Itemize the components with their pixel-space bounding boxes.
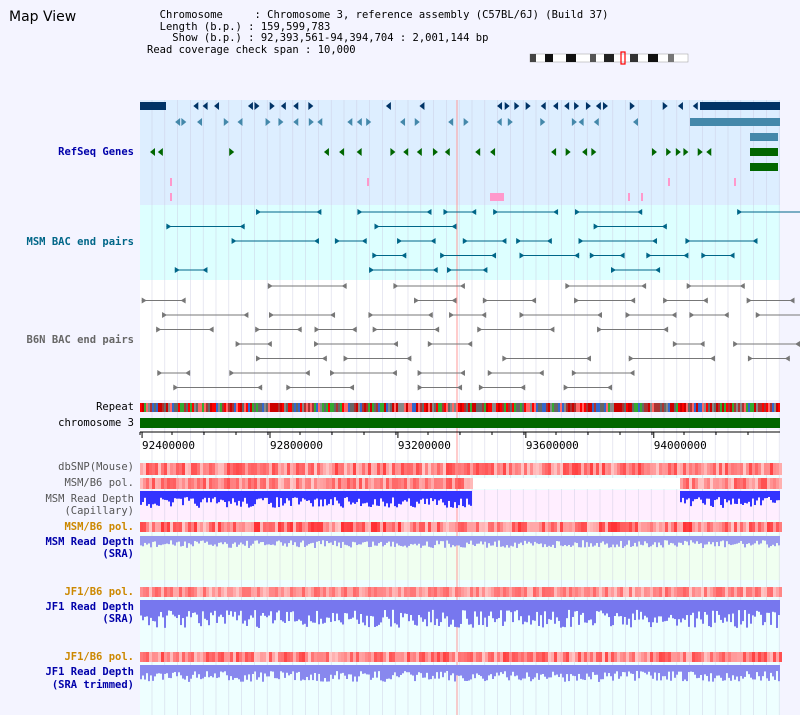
track-label-dbsnp[interactable]: dbSNP(Mouse)	[58, 461, 134, 473]
msm-bac-track-bg	[140, 205, 780, 280]
chromosome-ideogram	[529, 53, 689, 63]
track-label-repeat[interactable]: Repeat	[96, 401, 134, 413]
track-label-jf1-depth-sra-1[interactable]: JF1 Read Depth	[45, 601, 134, 613]
axis-tick-label-0: 92400000	[142, 439, 195, 452]
track-label-jf1-b6-pol-2[interactable]: JF1/B6 pol.	[64, 651, 134, 663]
msm-bac-pairs	[166, 209, 800, 273]
current-region-marker	[620, 51, 626, 65]
jf1-depth-sra	[140, 600, 780, 628]
show-value: 92,393,561-94,394,704 : 2,001,144 bp	[260, 32, 489, 44]
msm-depth-sra	[140, 536, 780, 548]
b6n-bac-pairs	[141, 283, 800, 391]
track-label-refseq[interactable]: RefSeq Genes	[58, 146, 134, 158]
track-label-chromosome[interactable]: chromosome 3	[58, 417, 134, 429]
chromosome-label: Chromosome	[159, 9, 223, 21]
chromosome-value: Chromosome 3, reference assembly (C57BL/…	[267, 9, 609, 21]
msm-b6-pol-track-2	[140, 522, 782, 532]
track-label-jf1-depth-sra-2: (SRA)	[102, 613, 134, 625]
track-label-msm-depth-sra-2: (SRA)	[102, 548, 134, 560]
repeat-track	[140, 403, 780, 412]
track-label-msm-b6-pol-2[interactable]: MSM/B6 pol.	[64, 521, 134, 533]
coverage-value: 10,000	[317, 43, 356, 56]
track-label-jf1-b6-pol-1[interactable]: JF1/B6 pol.	[64, 586, 134, 598]
show-label: Show (b.p.)	[172, 32, 242, 44]
b6n-bac-track-bg	[140, 280, 780, 400]
track-label-msm-depth-cap-1[interactable]: MSM Read Depth	[45, 493, 134, 505]
page-title: Map View	[9, 9, 77, 25]
coverage-label: Read coverage check span	[147, 43, 299, 56]
axis-tick-label-4: 94000000	[654, 439, 707, 452]
refseq-genes	[140, 102, 780, 201]
refseq-track-bg	[140, 100, 780, 205]
jf1-depth-trimmed	[140, 665, 780, 682]
length-value: 159,599,783	[260, 20, 331, 33]
track-label-jf1-depth-trim-1[interactable]: JF1 Read Depth	[45, 666, 134, 678]
axis: 92400000 92800000 93200000 93600000 94000000	[139, 431, 780, 452]
track-label-msm-depth-cap-2: (Capillary)	[64, 505, 134, 517]
axis-tick-label-1: 92800000	[270, 439, 323, 452]
axis-tick-label-3: 93600000	[526, 439, 579, 452]
axis-tick-label-2: 93200000	[398, 439, 451, 452]
dbsnp-track	[140, 463, 782, 475]
track-label-msm-depth-sra-1[interactable]: MSM Read Depth	[45, 536, 134, 548]
jf1-b6-pol-track-2	[140, 652, 782, 662]
chromosome-info: Chromosome : Chromosome 3, reference ass…	[147, 9, 609, 56]
msm-b6-pol-track-1	[140, 478, 782, 489]
track-label-b6n-bac[interactable]: B6N BAC end pairs	[26, 334, 134, 346]
chromosome-bar	[140, 418, 780, 428]
msm-depth-capillary	[140, 491, 780, 508]
track-label-msm-bac[interactable]: MSM BAC end pairs	[26, 236, 134, 248]
track-label-jf1-depth-trim-2: (SRA trimmed)	[51, 679, 134, 691]
length-label: Length (b.p.)	[159, 20, 242, 33]
track-label-msm-b6-pol-1[interactable]: MSM/B6 pol.	[64, 477, 134, 489]
jf1-b6-pol-track-1	[140, 587, 782, 597]
